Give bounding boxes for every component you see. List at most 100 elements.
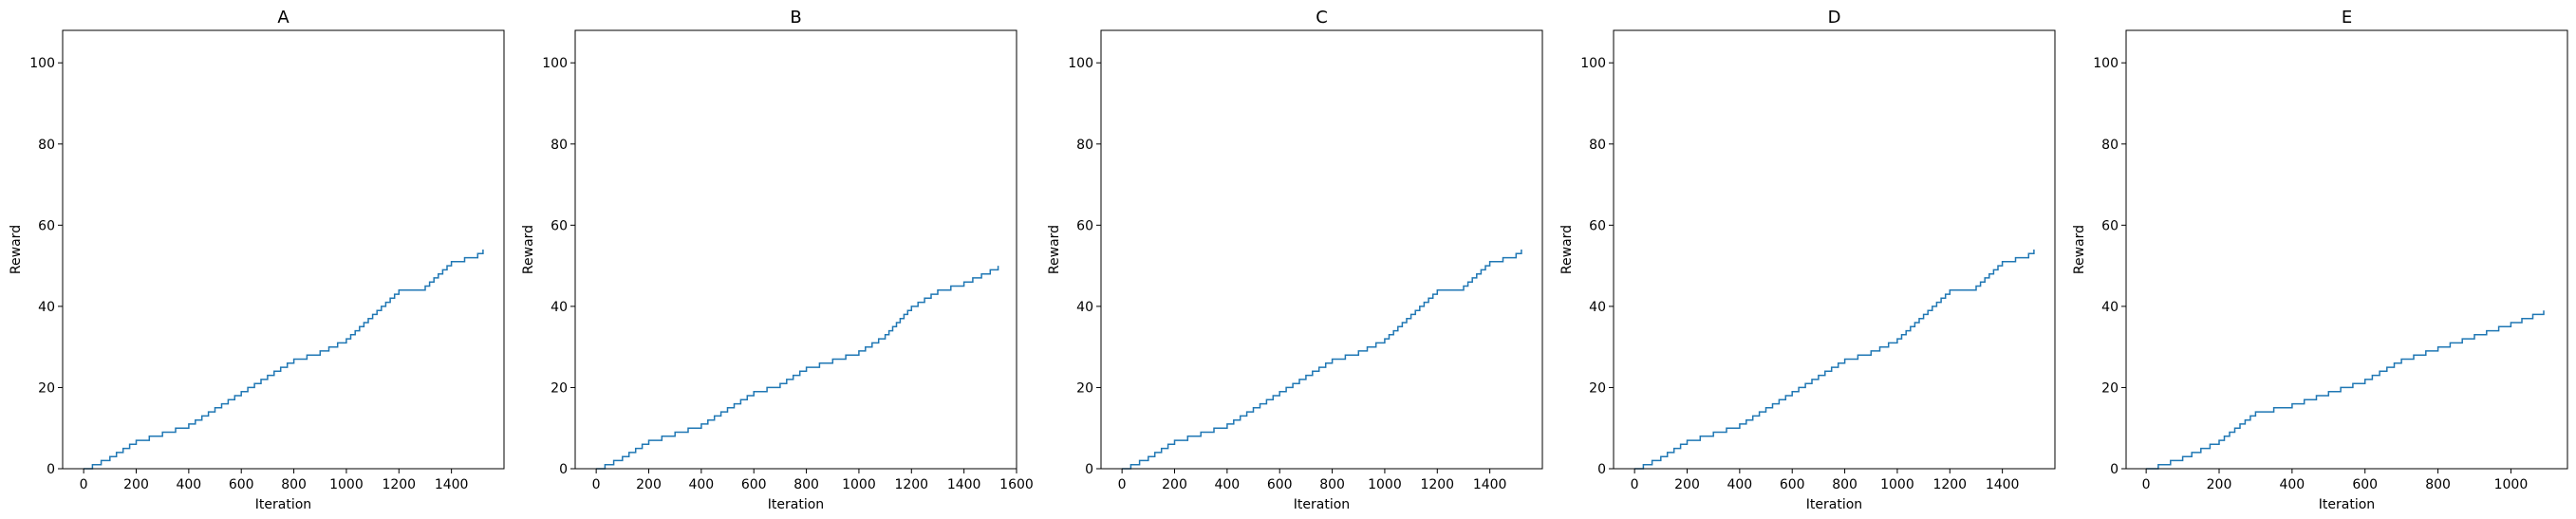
series-line-0 — [84, 250, 484, 470]
x-tick-label: 800 — [281, 477, 307, 492]
y-tick-label: 80 — [551, 138, 568, 153]
x-tick-label: 800 — [1319, 477, 1345, 492]
y-tick-label: 0 — [2110, 462, 2119, 477]
chart-title: D — [1828, 8, 1841, 28]
x-tick-label: 400 — [176, 477, 201, 492]
y-axis-label: Reward — [2072, 225, 2087, 274]
x-tick-label: 1000 — [842, 477, 876, 492]
x-tick-label: 1000 — [1880, 477, 1914, 492]
x-tick-label: 400 — [1727, 477, 1752, 492]
x-tick-label: 200 — [123, 477, 149, 492]
x-tick-label: 400 — [1214, 477, 1240, 492]
x-tick-label: 1200 — [382, 477, 416, 492]
x-tick-label: 600 — [229, 477, 254, 492]
y-tick-label: 80 — [38, 138, 55, 153]
y-tick-label: 100 — [1580, 56, 1606, 71]
chart-title: C — [1316, 8, 1328, 28]
y-axis-label: Reward — [521, 225, 536, 274]
chart-panel-c: 0 200 400 600 800 1000 1200 1400 0 20 40 60 80 100 C It… — [1047, 8, 1543, 512]
chart-panel-d: 0 200 400 600 800 1000 1200 1400 0 20 40 60 80 100 D It… — [1559, 8, 2056, 512]
x-tick-label: 400 — [688, 477, 714, 492]
y-tick-label: 80 — [2101, 138, 2119, 153]
x-tick-label: 1200 — [1932, 477, 1967, 492]
x-tick-label: 200 — [636, 477, 662, 492]
x-tick-label: 200 — [1162, 477, 1187, 492]
x-tick-label: 1000 — [2494, 477, 2529, 492]
y-axis-label: Reward — [1559, 225, 1575, 274]
y-tick-label: 0 — [47, 462, 55, 477]
x-tick-label: 800 — [2425, 477, 2451, 492]
chart-title: E — [2342, 8, 2352, 28]
y-tick-label: 100 — [1068, 56, 1093, 71]
y-axis-label: Reward — [9, 225, 24, 274]
x-tick-label: 600 — [741, 477, 767, 492]
x-tick-label: 1600 — [999, 477, 1034, 492]
y-tick-label: 0 — [559, 462, 568, 477]
y-tick-label: 100 — [2093, 56, 2119, 71]
x-tick-label: 200 — [2207, 477, 2232, 492]
x-tick-label: 0 — [2142, 477, 2151, 492]
x-tick-label: 800 — [793, 477, 819, 492]
y-tick-label: 80 — [1589, 138, 1606, 153]
x-tick-label: 0 — [1631, 477, 1639, 492]
y-tick-label: 20 — [38, 380, 55, 396]
chart-panel-b: 0 200 400 600 800 1000 1200 1400 1600 0 20 40 60 80 10… — [521, 8, 1034, 512]
y-tick-label: 20 — [2101, 380, 2119, 396]
series-line-0 — [596, 266, 999, 470]
x-tick-label: 600 — [2352, 477, 2378, 492]
x-tick-label: 0 — [1118, 477, 1127, 492]
plot-frame — [1613, 29, 2056, 470]
x-axis-label: Iteration — [1294, 497, 1350, 512]
x-tick-label: 200 — [1674, 477, 1700, 492]
plot-frame — [2125, 29, 2568, 470]
x-tick-label: 1000 — [1368, 477, 1402, 492]
y-tick-label: 20 — [1076, 380, 1093, 396]
x-tick-label: 600 — [1780, 477, 1805, 492]
x-axis-label: Iteration — [768, 497, 824, 512]
chart-panel-e: 0 200 400 600 800 1000 0 20 40 60 80 100 E Iteration R… — [2072, 8, 2568, 512]
y-tick-label: 60 — [1589, 218, 1606, 233]
y-tick-label: 0 — [1597, 462, 1606, 477]
y-tick-label: 0 — [1085, 462, 1093, 477]
series-line-0 — [1122, 250, 1522, 470]
x-tick-label: 1400 — [435, 477, 469, 492]
x-tick-label: 600 — [1267, 477, 1293, 492]
x-tick-label: 400 — [2279, 477, 2305, 492]
plot-frame — [1100, 29, 1543, 470]
x-tick-label: 1400 — [1986, 477, 2020, 492]
x-axis-label: Iteration — [1806, 497, 1862, 512]
plot-frame — [62, 29, 505, 470]
y-tick-label: 40 — [551, 300, 568, 315]
y-tick-label: 100 — [542, 56, 568, 71]
x-tick-label: 1000 — [329, 477, 364, 492]
x-tick-label: 0 — [80, 477, 88, 492]
x-tick-label: 0 — [592, 477, 601, 492]
y-tick-label: 40 — [38, 300, 55, 315]
x-tick-label: 1400 — [947, 477, 981, 492]
y-tick-label: 20 — [1589, 380, 1606, 396]
y-tick-label: 40 — [1589, 300, 1606, 315]
y-tick-label: 60 — [1076, 218, 1093, 233]
series-line-0 — [1634, 250, 2035, 470]
y-tick-label: 100 — [29, 56, 55, 71]
chart-title: A — [277, 8, 289, 28]
series-line-0 — [2146, 310, 2545, 470]
y-tick-label: 60 — [38, 218, 55, 233]
y-tick-label: 80 — [1076, 138, 1093, 153]
y-tick-label: 60 — [2101, 218, 2119, 233]
x-tick-label: 1200 — [894, 477, 928, 492]
x-axis-label: Iteration — [2319, 497, 2375, 512]
y-tick-label: 60 — [551, 218, 568, 233]
chart-title: B — [790, 8, 801, 28]
chart-panel-a: 0 200 400 600 800 1000 1200 1400 0 20 40 60 80 100 A It… — [9, 8, 505, 512]
x-tick-label: 800 — [1832, 477, 1857, 492]
y-tick-label: 40 — [1076, 300, 1093, 315]
y-tick-label: 40 — [2101, 300, 2119, 315]
x-axis-label: Iteration — [255, 497, 311, 512]
x-tick-label: 1400 — [1473, 477, 1507, 492]
y-tick-label: 20 — [551, 380, 568, 396]
y-axis-label: Reward — [1047, 225, 1062, 274]
x-tick-label: 1200 — [1420, 477, 1454, 492]
plot-frame — [574, 29, 1017, 470]
